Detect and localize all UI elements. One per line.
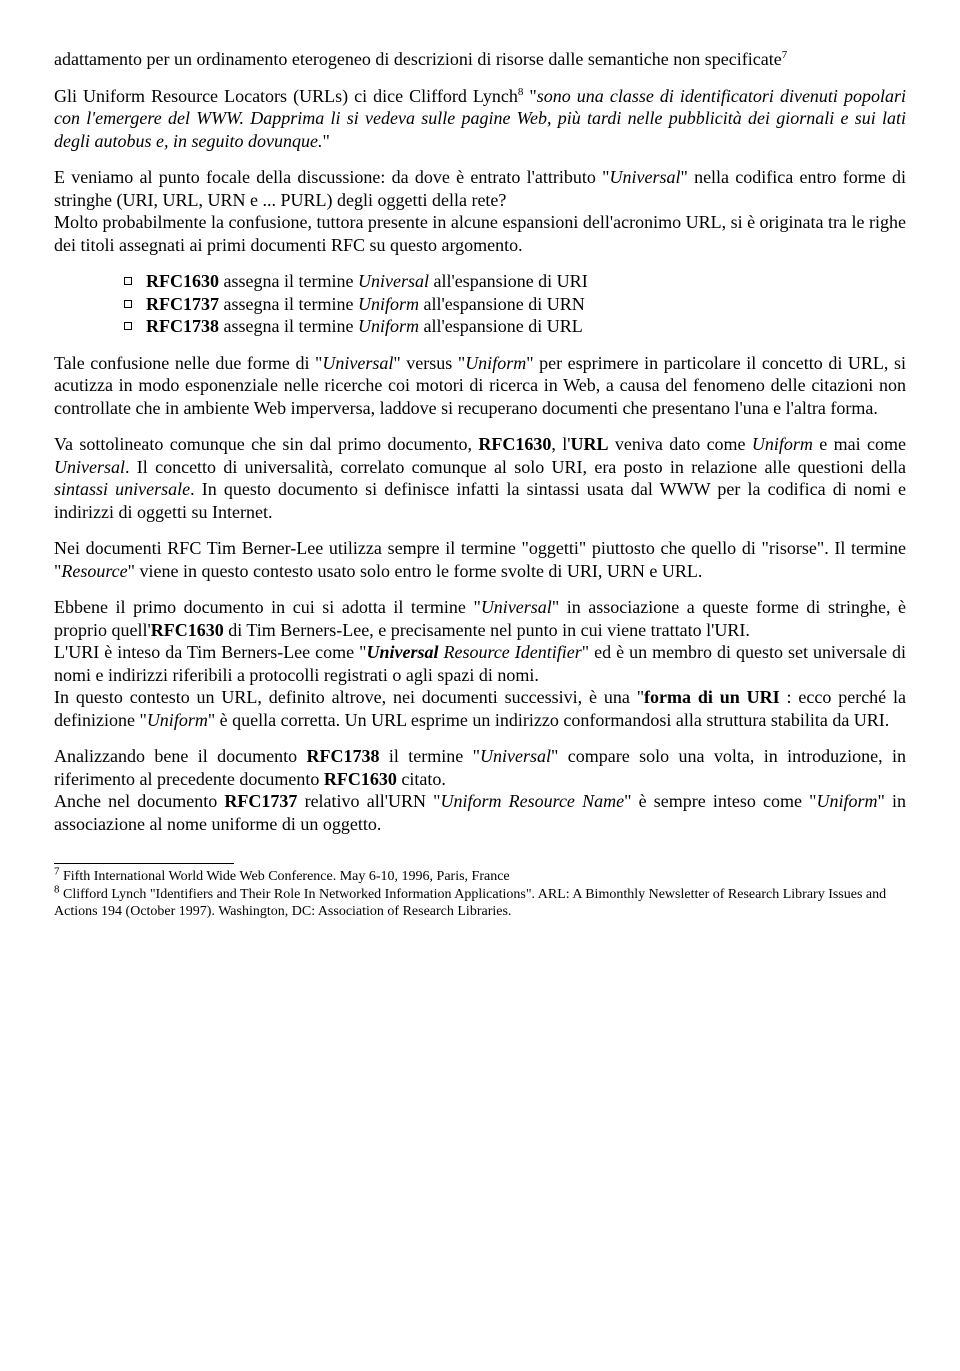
- term-universal: Universal: [609, 167, 680, 187]
- text: relativo all'URN ": [297, 791, 440, 811]
- term: forma di un URI: [644, 687, 780, 707]
- paragraph-quote: Gli Uniform Resource Locators (URLs) ci …: [54, 85, 906, 153]
- footnote-text: Clifford Lynch "Identifiers and Their Ro…: [54, 887, 886, 920]
- list-item: RFC1737 assegna il termine Uniform all'e…: [124, 293, 906, 316]
- list-item: RFC1738 assegna il termine Uniform all'e…: [124, 315, 906, 338]
- text: all'espansione di URN: [419, 294, 585, 314]
- text: citato.: [397, 769, 446, 789]
- paragraph-focal: E veniamo al punto focale della discussi…: [54, 166, 906, 256]
- term: sintassi universale: [54, 479, 190, 499]
- text: L'URI è inteso da Tim Berners-Lee come ": [54, 642, 366, 662]
- text: di Tim Berners-Lee, e precisamente nel p…: [224, 620, 750, 640]
- rfc-id: RFC1630: [324, 769, 397, 789]
- text: Molto probabilmente la confusione, tutto…: [54, 212, 906, 255]
- term: Resource: [61, 561, 127, 581]
- paragraph-uri: Ebbene il primo documento in cui si adot…: [54, 596, 906, 731]
- text: Analizzando bene il documento: [54, 746, 306, 766]
- footnote-7: 7 Fifth International World Wide Web Con…: [54, 868, 906, 886]
- text: " viene in questo contesto usato solo en…: [128, 561, 703, 581]
- text: Va sottolineato comunque che sin dal pri…: [54, 434, 478, 454]
- text: Tale confusione nelle due forme di ": [54, 353, 322, 373]
- text: e mai come: [813, 434, 906, 454]
- term: Universal: [54, 457, 125, 477]
- term: Universal: [481, 597, 552, 617]
- footnote-divider: [54, 863, 234, 864]
- text: " è sempre inteso come ": [624, 791, 816, 811]
- text: assegna il termine: [219, 294, 358, 314]
- text: Gli Uniform Resource Locators (URLs) ci …: [54, 86, 518, 106]
- footnote-text: Fifth International World Wide Web Confe…: [60, 869, 510, 884]
- text: ": [523, 86, 536, 106]
- rfc-id: RFC1630: [151, 620, 224, 640]
- text: assegna il termine: [219, 271, 358, 291]
- paragraph-intro: adattamento per un ordinamento eterogene…: [54, 48, 906, 71]
- text: ": [322, 131, 329, 151]
- paragraph-confusion: Tale confusione nelle due forme di "Univ…: [54, 352, 906, 420]
- text: " versus ": [393, 353, 465, 373]
- text: assegna il termine: [219, 316, 358, 336]
- text: il termine ": [379, 746, 480, 766]
- footnotes: 7 Fifth International World Wide Web Con…: [54, 868, 906, 921]
- term: Resource Identifier: [438, 642, 581, 662]
- rfc-id: RFC1630: [478, 434, 551, 454]
- text: Anche nel documento: [54, 791, 224, 811]
- paragraph-resource: Nei documenti RFC Tim Berner-Lee utilizz…: [54, 537, 906, 582]
- term: Uniform: [465, 353, 526, 373]
- list-item: RFC1630 assegna il termine Universal all…: [124, 270, 906, 293]
- rfc-id: RFC1630: [146, 271, 219, 291]
- term: Universal: [366, 642, 438, 662]
- term: Uniform Resource Name: [440, 791, 624, 811]
- term: Universal: [480, 746, 551, 766]
- text: " è quella corretta. Un URL esprime un i…: [208, 710, 889, 730]
- paragraph-rfc1738: Analizzando bene il documento RFC1738 il…: [54, 745, 906, 835]
- rfc-id: RFC1738: [146, 316, 219, 336]
- rfc-id: RFC1737: [224, 791, 297, 811]
- term: Uniform: [147, 710, 208, 730]
- text: . Il concetto di universalità, correlato…: [125, 457, 906, 477]
- footnote-8: 8 Clifford Lynch "Identifiers and Their …: [54, 886, 906, 921]
- footnote-ref-7: 7: [782, 49, 788, 61]
- text: all'espansione di URI: [429, 271, 588, 291]
- paragraph-rfc1630: Va sottolineato comunque che sin dal pri…: [54, 433, 906, 523]
- text: , l': [551, 434, 570, 454]
- term-url: URL: [570, 434, 608, 454]
- text: Ebbene il primo documento in cui si adot…: [54, 597, 481, 617]
- term: Universal: [358, 271, 429, 291]
- text: adattamento per un ordinamento eterogene…: [54, 49, 782, 69]
- term: Uniform: [358, 294, 419, 314]
- term: Uniform: [752, 434, 813, 454]
- rfc-id: RFC1737: [146, 294, 219, 314]
- text: In questo contesto un URL, definito altr…: [54, 687, 644, 707]
- term: Universal: [322, 353, 393, 373]
- text: E veniamo al punto focale della discussi…: [54, 167, 609, 187]
- term: Uniform: [817, 791, 878, 811]
- rfc-list: RFC1630 assegna il termine Universal all…: [54, 270, 906, 338]
- rfc-id: RFC1738: [306, 746, 379, 766]
- text: veniva dato come: [609, 434, 752, 454]
- term: Uniform: [358, 316, 419, 336]
- text: all'espansione di URL: [419, 316, 583, 336]
